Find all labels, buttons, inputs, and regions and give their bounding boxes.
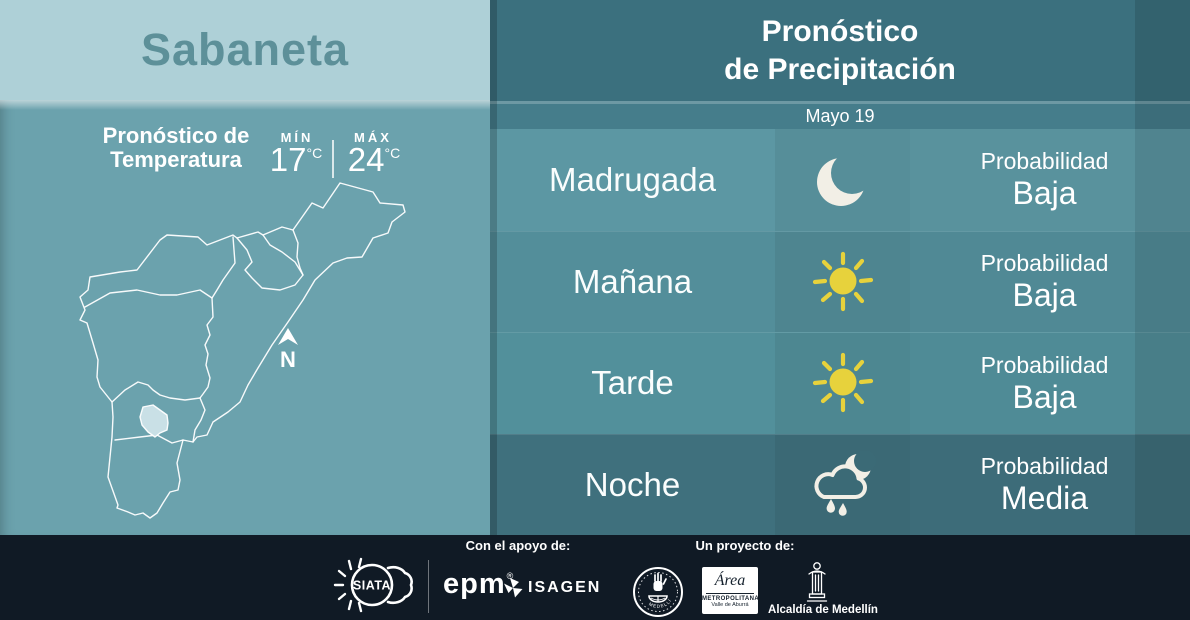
probability-cell: Probabilidad Baja bbox=[910, 129, 1135, 231]
area-script-text: Área bbox=[706, 569, 754, 594]
alcaldia-medellin-icon bbox=[806, 562, 828, 602]
forecast-rows: Madrugada Probabilidad Baja Mañana bbox=[490, 129, 1190, 535]
sun-icon bbox=[812, 353, 873, 413]
header-shadow bbox=[0, 100, 490, 110]
max-temperature-unit: °C bbox=[384, 145, 401, 161]
forecast-row-noche: Noche Probabilidad Media bbox=[490, 433, 1190, 536]
epm-registered-mark: ® bbox=[506, 571, 515, 581]
isagen-logo: ISAGEN bbox=[502, 577, 601, 599]
forecast-row-manana: Mañana bbox=[490, 230, 1190, 333]
precipitation-title-line1: Pronóstico bbox=[761, 15, 919, 48]
precipitation-panel: Pronóstico de Precipitación Mayo 19 Madr… bbox=[490, 0, 1190, 535]
forecast-date: Mayo 19 bbox=[490, 101, 1190, 129]
map-border-copacabana bbox=[236, 234, 304, 291]
map-border-estrella bbox=[114, 434, 184, 444]
city-title: Sabaneta bbox=[140, 24, 350, 75]
probability-label: Probabilidad bbox=[980, 148, 1109, 175]
temperature-title-line2: Temperatura bbox=[110, 147, 242, 172]
panel-edge-shade-right bbox=[1135, 0, 1190, 535]
min-label: MÍN bbox=[280, 130, 314, 145]
epm-logo: epm® bbox=[443, 568, 513, 601]
footer: Con el apoyo de: Un proyecto de: SIATA e… bbox=[0, 535, 1190, 620]
probability-label: Probabilidad bbox=[980, 250, 1109, 277]
svg-text:MEDELLÍN: MEDELLÍN bbox=[632, 566, 673, 609]
probability-label: Probabilidad bbox=[980, 351, 1109, 378]
period-label: Tarde bbox=[591, 364, 674, 402]
map-border-envigado bbox=[192, 397, 206, 443]
weather-icon-cell bbox=[775, 231, 910, 332]
map-border-bello bbox=[199, 236, 236, 399]
precipitation-title-line2: de Precipitación bbox=[724, 53, 956, 86]
forecast-row-madrugada: Madrugada Probabilidad Baja bbox=[490, 129, 1190, 231]
max-label: MÁX bbox=[354, 130, 392, 145]
period-label: Mañana bbox=[572, 262, 693, 300]
map-outer-boundary bbox=[79, 182, 406, 519]
weather-icon-cell bbox=[775, 333, 910, 434]
period-label: Noche bbox=[584, 465, 681, 503]
min-temperature-value: 17 bbox=[269, 141, 307, 178]
weather-icon-cell bbox=[775, 129, 910, 231]
north-indicator: N bbox=[268, 328, 308, 372]
probability-value: Media bbox=[1000, 480, 1089, 517]
weather-icon-cell bbox=[775, 434, 910, 535]
north-label: N bbox=[280, 347, 296, 372]
epm-text: epm bbox=[443, 568, 506, 600]
minmax-divider bbox=[332, 140, 334, 178]
siata-logo: SIATA bbox=[333, 557, 413, 613]
probability-cell: Probabilidad Media bbox=[910, 435, 1135, 536]
city-header: Sabaneta bbox=[0, 0, 490, 100]
probability-cell: Probabilidad Baja bbox=[910, 333, 1135, 434]
probability-label: Probabilidad bbox=[980, 453, 1109, 480]
probability-value: Baja bbox=[1012, 378, 1077, 415]
aburra-valley-map bbox=[79, 182, 406, 519]
moon-icon bbox=[816, 151, 871, 206]
temperature-title-line1: Pronóstico de bbox=[102, 123, 250, 148]
period-label: Madrugada bbox=[549, 160, 716, 198]
probability-value: Baja bbox=[1012, 277, 1077, 314]
max-temperature: 24°C bbox=[336, 141, 412, 179]
max-temperature-value: 24 bbox=[347, 141, 385, 178]
footer-divider bbox=[428, 560, 429, 613]
temperature-map-panel: Pronóstico de Temperatura MÍN MÁX 17°C 2… bbox=[0, 100, 490, 535]
forecast-row-tarde: Tarde bbox=[490, 332, 1190, 434]
area-valle-text: Valle de Aburrá bbox=[711, 602, 749, 608]
probability-cell: Probabilidad Baja bbox=[910, 232, 1135, 333]
sun-icon bbox=[812, 251, 873, 311]
min-temperature: 17°C bbox=[258, 141, 334, 179]
isagen-text: ISAGEN bbox=[528, 579, 602, 596]
map-sabaneta-highlight bbox=[139, 404, 169, 438]
map-border-girardota bbox=[292, 229, 304, 276]
area-metropolitana-text: METROPOLITANA bbox=[702, 596, 758, 602]
rain-cloud-moon-icon bbox=[813, 450, 876, 516]
project-label: Un proyecto de: bbox=[695, 538, 795, 553]
svg-text:SIATA: SIATA bbox=[353, 579, 391, 593]
precipitation-title: Pronóstico de Precipitación bbox=[490, 13, 1190, 89]
area-metropolitana-logo: Área METROPOLITANA Valle de Aburrá bbox=[702, 567, 758, 614]
panel-edge-shade-left bbox=[490, 0, 497, 535]
min-temperature-unit: °C bbox=[306, 145, 323, 161]
support-label: Con el apoyo de: bbox=[465, 538, 571, 553]
map-border-itagui bbox=[111, 381, 201, 403]
north-arrow-icon bbox=[278, 328, 298, 345]
probability-value: Baja bbox=[1012, 175, 1077, 212]
alcaldia-medellin-text: Alcaldía de Medellín bbox=[768, 604, 878, 616]
map-border-northwest bbox=[84, 289, 213, 308]
temperature-title: Pronóstico de Temperatura bbox=[66, 124, 286, 172]
medellin-seal-logo: MEDELLÍN bbox=[632, 566, 683, 617]
isagen-icon bbox=[504, 578, 523, 598]
